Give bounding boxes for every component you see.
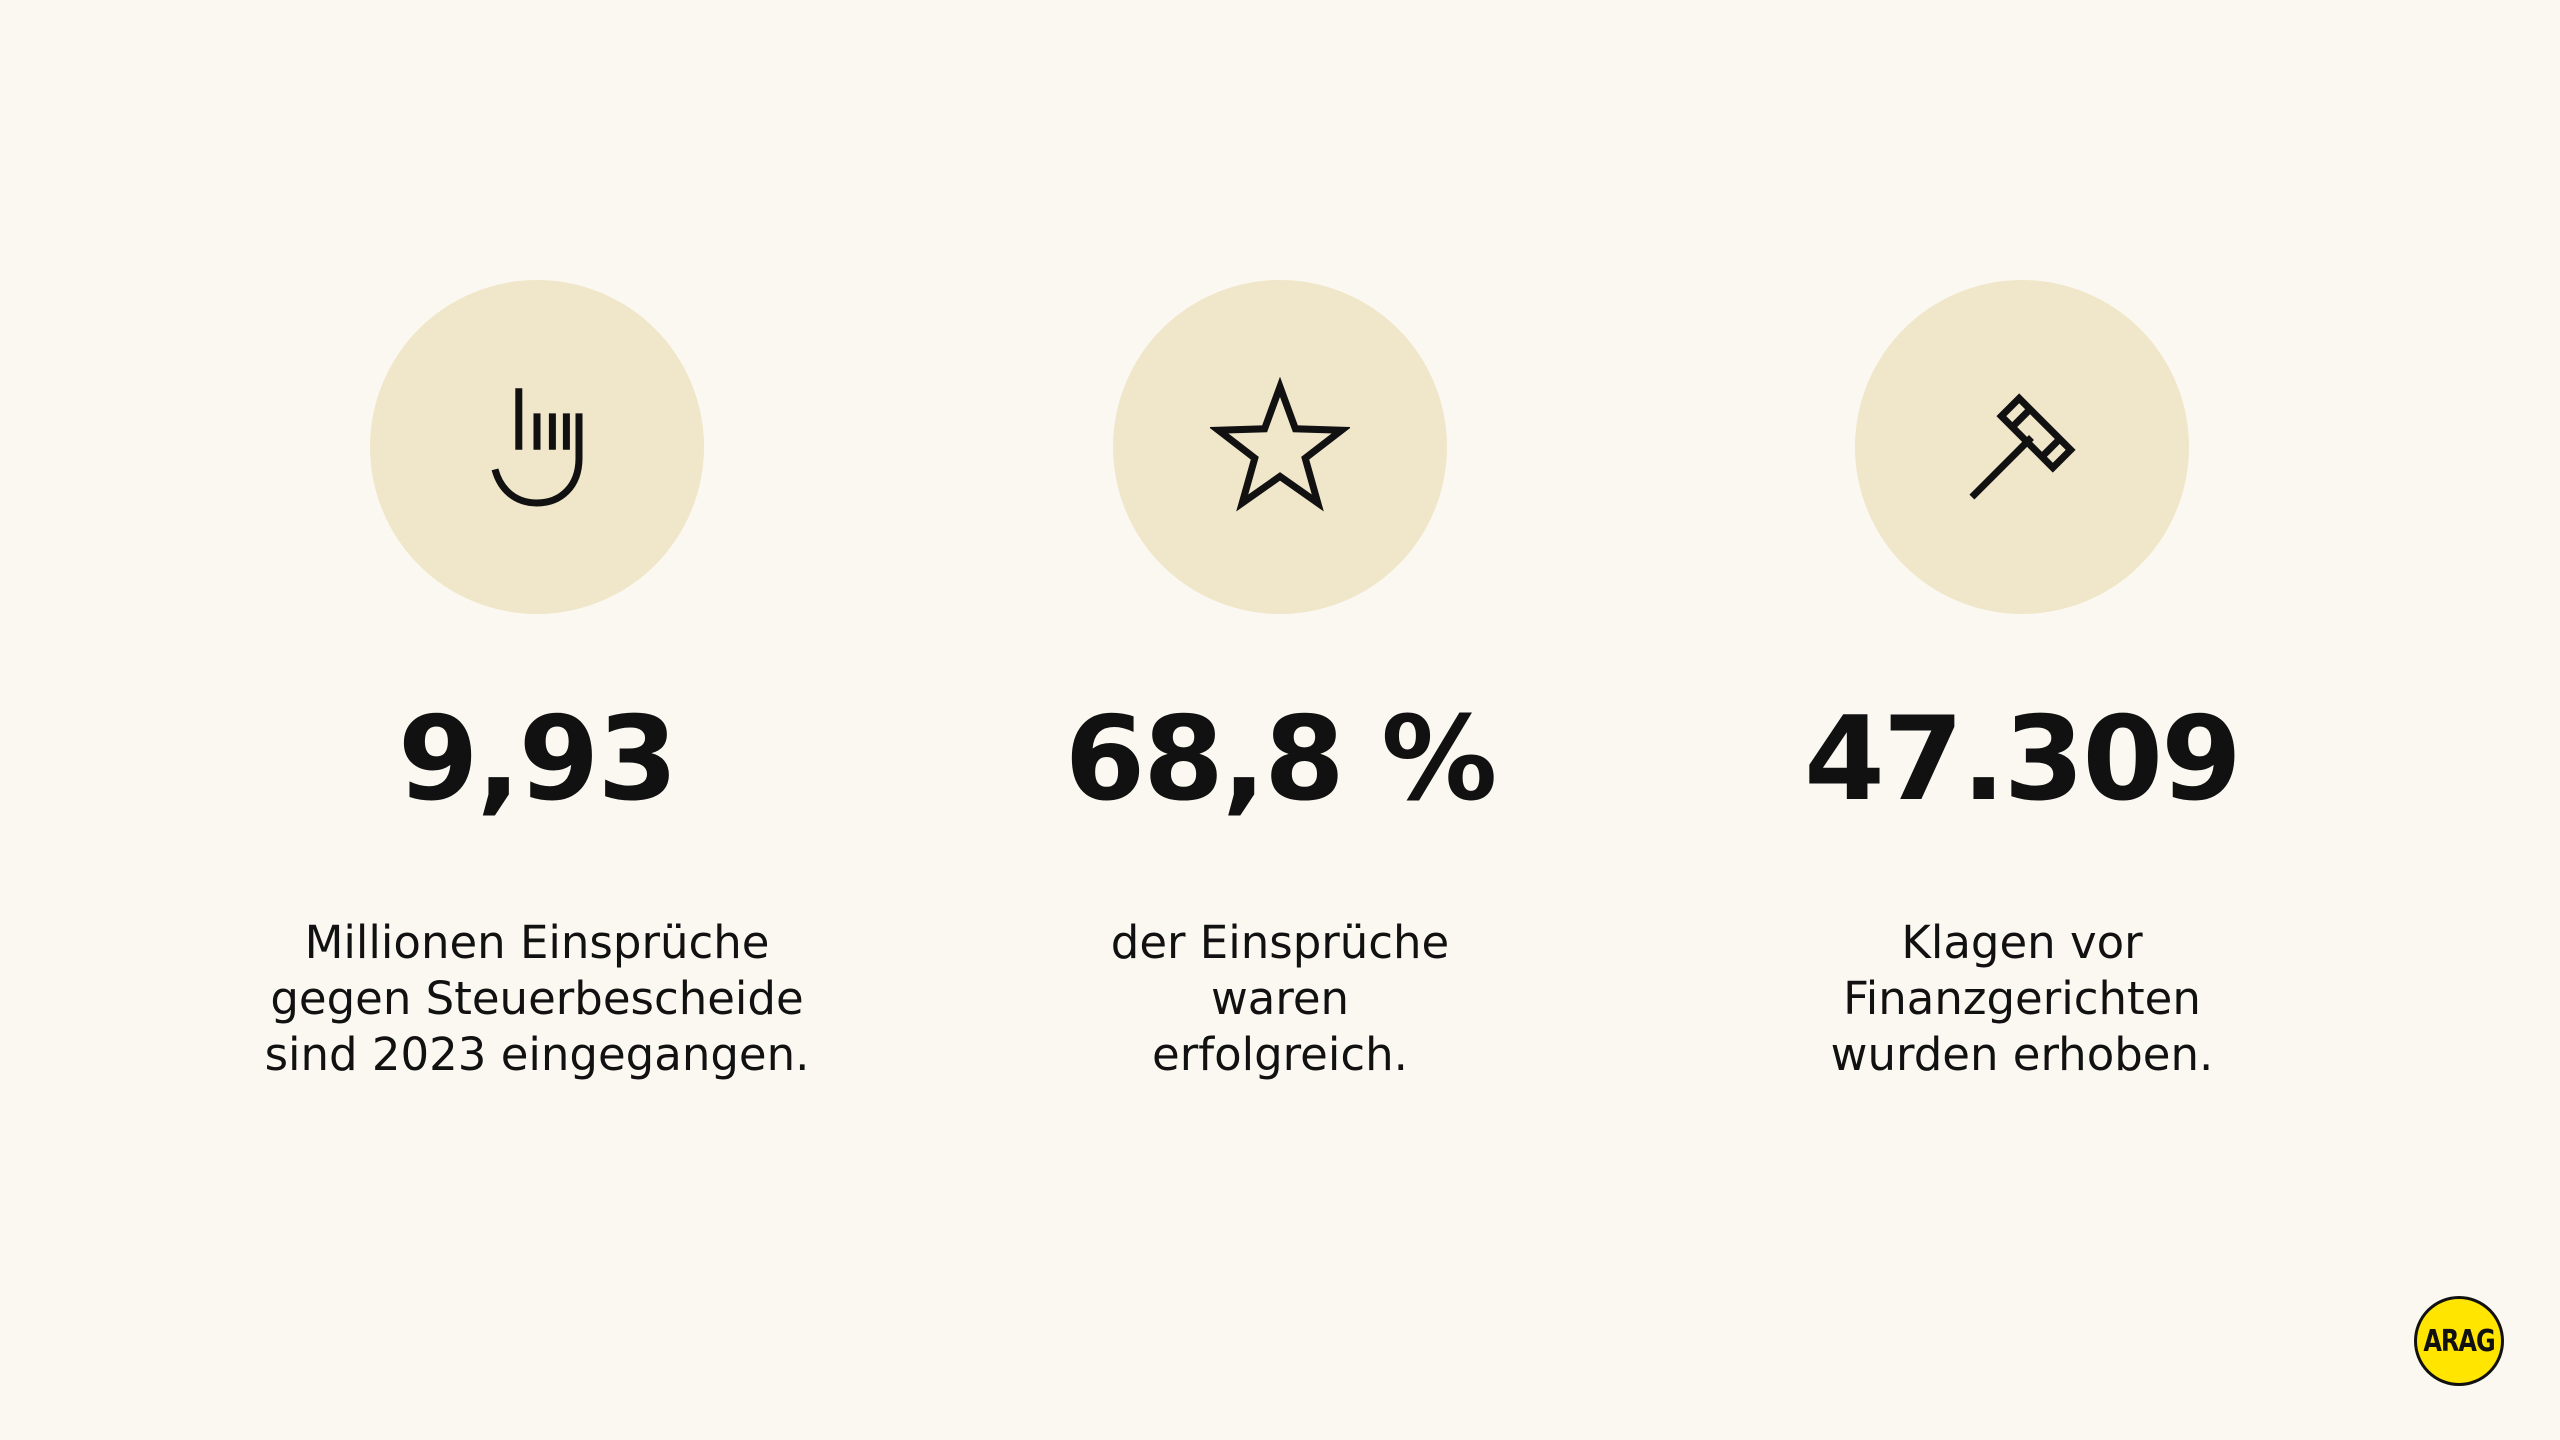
stat-value: 47.309 xyxy=(1804,692,2242,827)
caption-line: Finanzgerichten xyxy=(1843,972,2201,1025)
arag-logo: ARAG xyxy=(2414,1296,2504,1386)
icon-circle xyxy=(1113,280,1447,614)
caption-line: der Einsprüche xyxy=(1110,916,1450,969)
stat-value: 9,93 xyxy=(397,692,678,827)
stat-klagen: 47.309 Klagen vor Finanzgerichten wurden… xyxy=(1722,0,2322,1440)
caption-line: Klagen vor xyxy=(1901,916,2143,969)
caption-line: sind 2023 eingegangen. xyxy=(264,1028,810,1081)
gavel-icon xyxy=(1969,393,2076,500)
caption-line: Millionen Einsprüche xyxy=(304,916,770,969)
logo-text: ARAG xyxy=(2423,1323,2495,1359)
stat-caption: der Einsprüche waren erfolgreich. xyxy=(980,915,1580,1083)
caption-line: gegen Steuerbescheide xyxy=(270,972,804,1025)
icon-circle xyxy=(1855,280,2189,614)
stat-erfolgsquote: 68,8 % der Einsprüche waren erfolgreich. xyxy=(980,0,1580,1440)
caption-line: wurden erhoben. xyxy=(1830,1028,2214,1081)
stat-value: 68,8 % xyxy=(1064,692,1498,827)
stat-caption: Klagen vor Finanzgerichten wurden erhobe… xyxy=(1722,915,2322,1083)
icon-circle xyxy=(370,280,704,614)
hand-pointer-icon xyxy=(491,388,583,507)
caption-line: waren xyxy=(1210,972,1350,1025)
stat-caption: Millionen Einsprüche gegen Steuerbeschei… xyxy=(237,915,837,1083)
star-icon xyxy=(1210,377,1350,512)
stat-einsprueche: 9,93 Millionen Einsprüche gegen Steuerbe… xyxy=(237,0,837,1440)
caption-line: erfolgreich. xyxy=(1152,1028,1408,1081)
